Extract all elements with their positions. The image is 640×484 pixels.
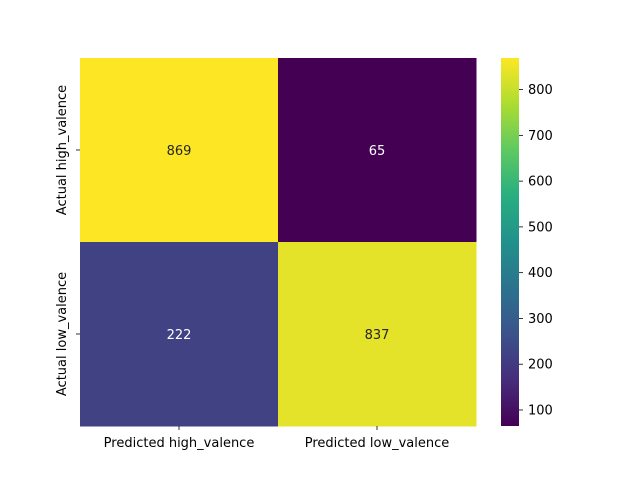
x-axis: Predicted high_valence Predicted low_vale… [104,426,450,451]
heatmap-cells [80,58,477,427]
heatmap-cell [80,58,279,243]
colorbar-tick-label: 500 [528,220,553,235]
y-tick-label: Actual high_valence [55,85,70,215]
heatmap-cell [278,58,477,243]
cell-value-label: 222 [167,328,192,343]
colorbar: 100 200 300 400 500 600 700 800 [501,58,553,426]
heatmap-cell-labels: 869 65 222 837 [167,144,390,343]
x-tick-label: Predicted low_valence [305,436,450,451]
cell-value-label: 65 [369,144,386,159]
heatmap-cell [80,242,279,427]
colorbar-tick-label: 200 [528,358,553,373]
colorbar-tick-label: 600 [528,175,553,190]
colorbar-tick-label: 700 [528,129,553,144]
y-axis: Actual high_valence Actual low_valence [55,85,80,396]
colorbar-tick-label: 800 [528,83,553,98]
colorbar-tick-label: 300 [528,312,553,327]
heatmap-cell [278,242,477,427]
colorbar-gradient [501,58,519,426]
cell-value-label: 837 [365,328,390,343]
y-tick-label: Actual low_valence [55,272,70,396]
colorbar-tick-label: 100 [528,403,553,418]
colorbar-tick-label: 400 [528,266,553,281]
cell-value-label: 869 [167,144,192,159]
x-tick-label: Predicted high_valence [104,436,255,451]
